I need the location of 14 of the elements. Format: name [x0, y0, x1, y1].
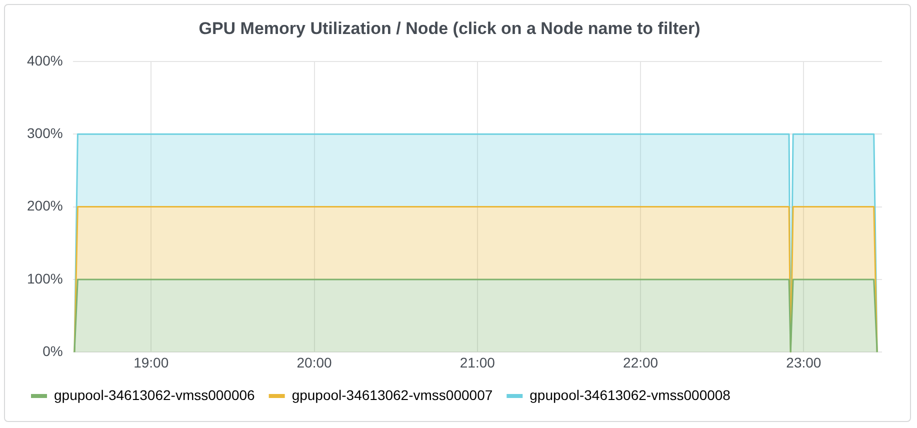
y-tick-label: 200%: [26, 198, 63, 214]
legend-label: gpupool-34613062-vmss000008: [530, 386, 731, 403]
y-tick-label: 0%: [42, 343, 63, 360]
x-tick-label: 19:00: [134, 354, 169, 370]
x-tick-label: 21:00: [460, 354, 496, 370]
chart-title: GPU Memory Utilization / Node (click on a Node name to filter): [198, 18, 700, 38]
x-tick-label: 22:00: [623, 354, 658, 370]
x-tick-label: 23:00: [786, 354, 822, 370]
legend-label: gpupool-34613062-vmss000006: [54, 386, 256, 403]
x-tick-label: 20:00: [296, 354, 332, 370]
y-tick-label: 100%: [26, 270, 63, 286]
y-tick-label: 400%: [26, 52, 63, 68]
legend-label: gpupool-34613062-vmss000007: [292, 386, 493, 403]
y-tick-label: 300%: [26, 124, 63, 141]
